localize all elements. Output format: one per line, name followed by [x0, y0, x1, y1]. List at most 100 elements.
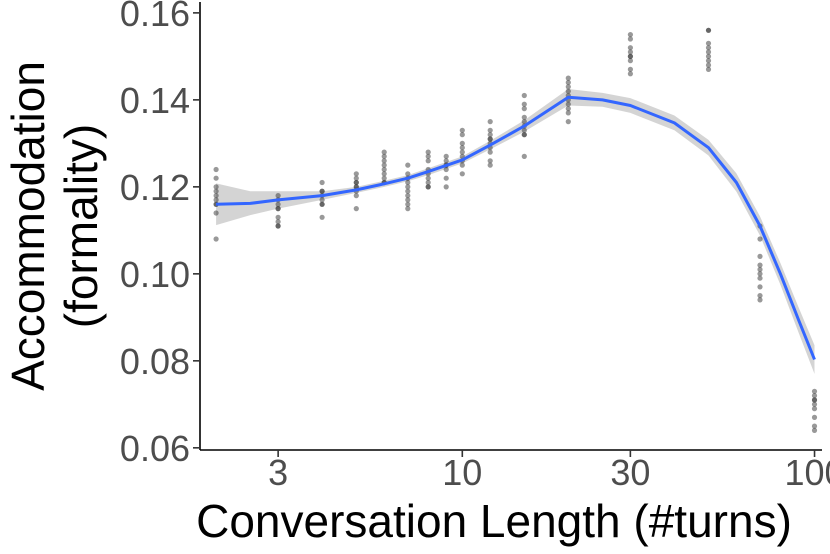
- data-point: [353, 179, 359, 186]
- data-point: [381, 171, 387, 177]
- x-tick-label: 30: [610, 452, 650, 493]
- data-point: [627, 58, 634, 64]
- data-point: [565, 79, 571, 86]
- data-point: [459, 127, 465, 133]
- data-point: [757, 236, 763, 242]
- data-point: [353, 193, 359, 199]
- data-point: [811, 397, 818, 403]
- data-point: [811, 423, 818, 429]
- data-point: [405, 197, 411, 203]
- data-point: [565, 110, 571, 116]
- data-point: [705, 58, 712, 64]
- data-point: [811, 401, 818, 407]
- data-point: [425, 184, 431, 190]
- y-tick-label: 0.10: [120, 254, 190, 295]
- data-point: [705, 49, 712, 55]
- y-ticks: 0.06 0.08 0.10 0.12 0.14 0.16: [120, 0, 200, 469]
- data-point: [443, 158, 449, 164]
- data-point: [213, 175, 219, 181]
- data-point: [487, 149, 493, 155]
- data-point: [627, 36, 634, 42]
- data-point: [627, 71, 634, 77]
- data-point: [353, 206, 359, 212]
- data-point: [405, 179, 411, 186]
- y-axis-title-line-2: (formality): [55, 124, 107, 328]
- data-point: [627, 45, 634, 51]
- data-point: [213, 193, 219, 199]
- data-point: [319, 197, 325, 203]
- data-point: [705, 45, 712, 51]
- data-point: [353, 175, 359, 181]
- data-point: [425, 149, 431, 155]
- data-point: [275, 201, 281, 207]
- data-point: [705, 40, 712, 46]
- data-point: [565, 75, 571, 81]
- data-point: [757, 293, 763, 299]
- data-point: [757, 266, 763, 273]
- data-point: [381, 158, 387, 164]
- data-point: [275, 214, 281, 220]
- x-axis-title: Conversation Length (#turns): [196, 495, 792, 547]
- data-point: [811, 427, 818, 433]
- data-point: [757, 253, 763, 259]
- data-point: [487, 119, 493, 125]
- data-point: [521, 92, 527, 99]
- y-tick-label: 0.14: [120, 80, 190, 121]
- data-point: [811, 393, 818, 399]
- data-point: [705, 66, 712, 72]
- data-point: [757, 275, 763, 281]
- data-point: [275, 223, 281, 229]
- x-tick-label: 10: [442, 452, 482, 493]
- data-point: [213, 166, 219, 173]
- data-point: [757, 271, 763, 277]
- data-point: [487, 127, 493, 133]
- data-point: [213, 184, 219, 190]
- data-point: [757, 262, 763, 268]
- data-point: [213, 210, 219, 216]
- data-point: [565, 84, 571, 90]
- data-point: [425, 175, 431, 181]
- data-point: [405, 193, 411, 199]
- data-point: [381, 153, 387, 159]
- x-ticks: 3 10 30 100: [268, 450, 830, 493]
- data-point: [405, 201, 411, 207]
- data-point: [425, 153, 431, 159]
- data-point: [627, 31, 634, 38]
- data-point: [627, 53, 634, 60]
- data-point: [425, 158, 431, 164]
- smooth-line-layer: [216, 95, 816, 361]
- x-tick-label: 3: [268, 452, 288, 493]
- data-point: [565, 101, 571, 107]
- data-point: [521, 127, 527, 133]
- data-point: [487, 158, 493, 164]
- data-point: [405, 184, 411, 190]
- data-point: [319, 201, 325, 207]
- data-point: [627, 49, 634, 55]
- data-point: [405, 171, 411, 177]
- y-tick-label: 0.16: [120, 0, 190, 34]
- data-point: [705, 27, 712, 33]
- data-point: [521, 101, 527, 107]
- data-point: [213, 236, 219, 242]
- data-point: [521, 114, 527, 120]
- data-point: [213, 188, 219, 194]
- data-point: [521, 119, 527, 125]
- data-point: [381, 175, 387, 181]
- y-tick-label: 0.12: [120, 167, 190, 208]
- data-point: [705, 62, 712, 68]
- data-point: [627, 66, 634, 72]
- data-point: [459, 149, 465, 155]
- data-point: [521, 153, 527, 159]
- data-point: [459, 171, 465, 177]
- data-point: [381, 162, 387, 168]
- data-point: [811, 406, 818, 412]
- data-point: [381, 166, 387, 173]
- data-point: [319, 179, 325, 186]
- data-point: [443, 153, 449, 159]
- y-tick-label: 0.08: [120, 341, 190, 382]
- data-point: [487, 162, 493, 168]
- data-point: [811, 388, 818, 394]
- data-point: [275, 193, 281, 199]
- data-point: [487, 132, 493, 138]
